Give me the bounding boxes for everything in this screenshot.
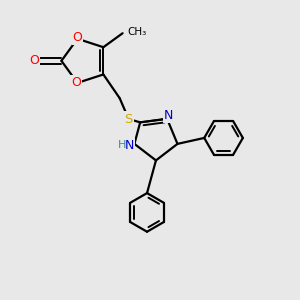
- Text: S: S: [124, 112, 133, 125]
- Text: CH₃: CH₃: [127, 27, 146, 37]
- Text: O: O: [29, 54, 39, 67]
- Text: N: N: [164, 109, 173, 122]
- Text: O: O: [71, 76, 81, 89]
- Text: N: N: [124, 139, 134, 152]
- Text: O: O: [73, 31, 82, 44]
- Text: H: H: [118, 140, 126, 150]
